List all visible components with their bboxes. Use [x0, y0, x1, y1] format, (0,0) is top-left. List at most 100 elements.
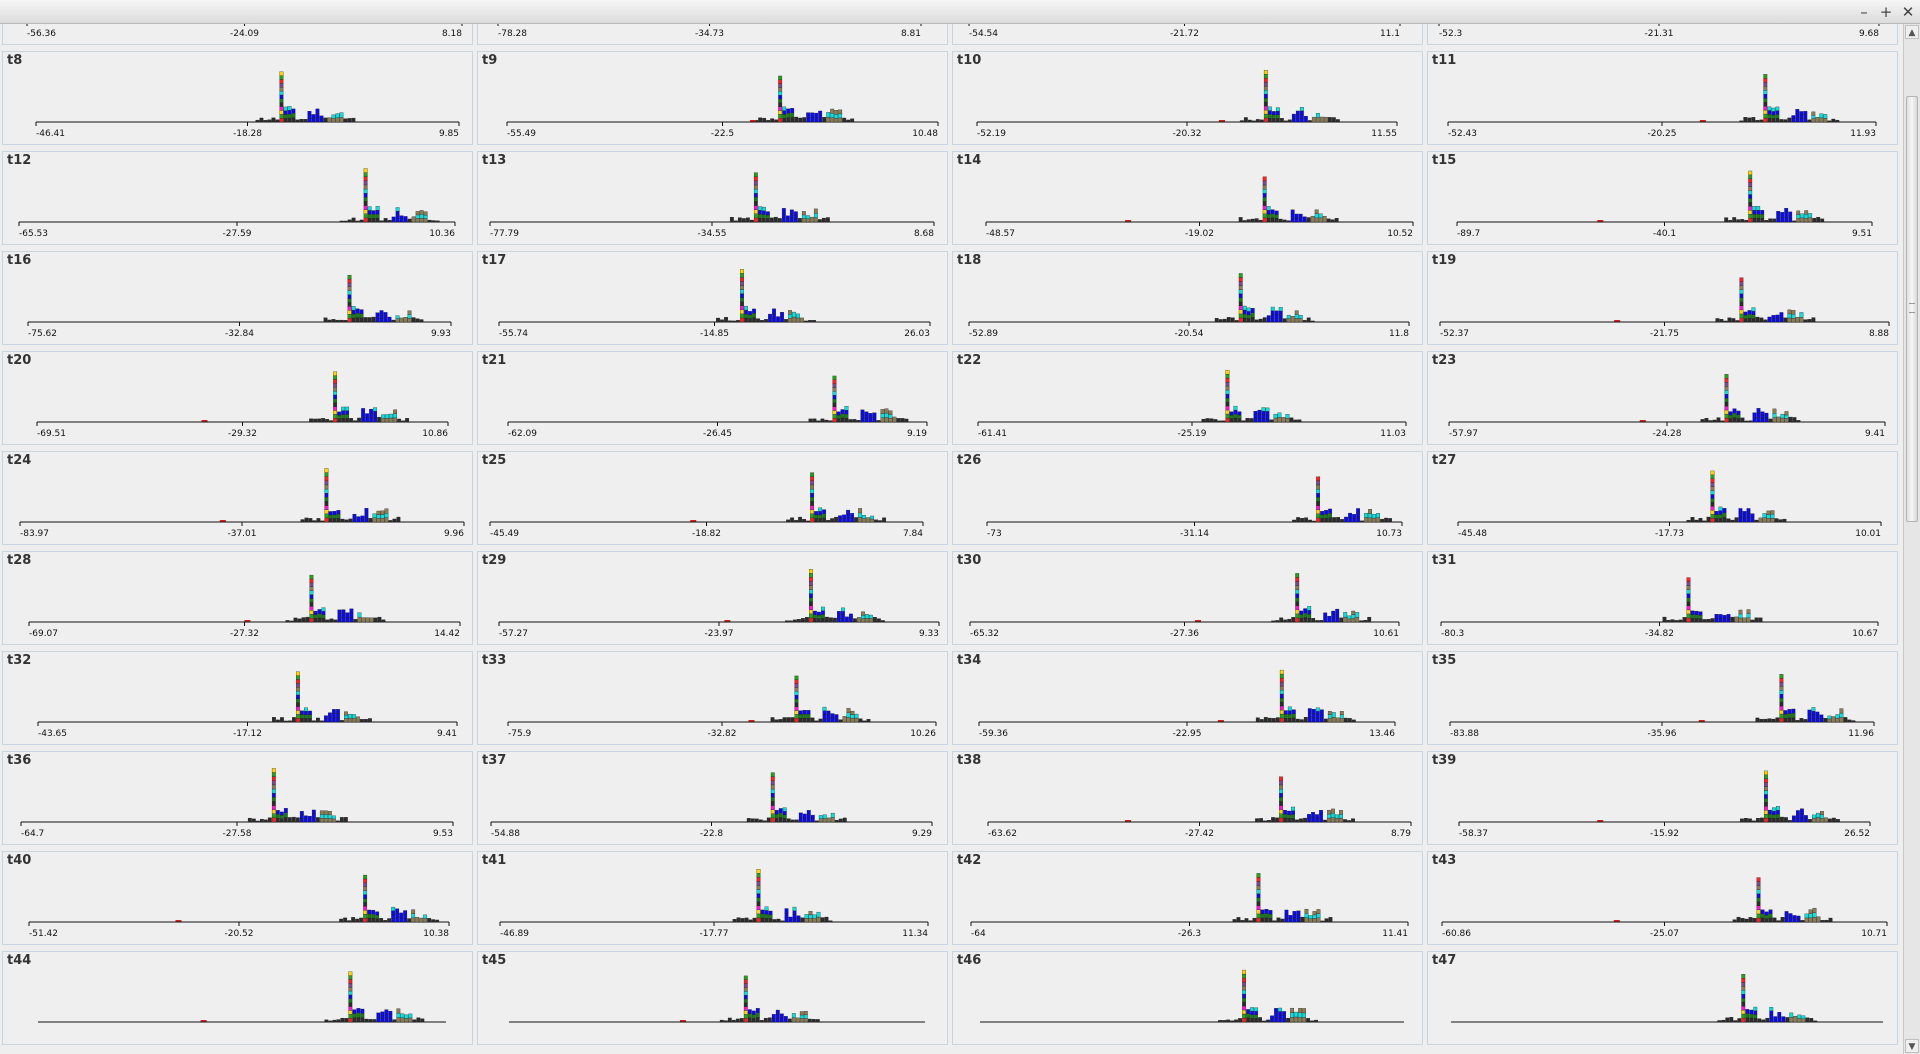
histogram-bar-segment: [1307, 712, 1312, 718]
histogram-bar-segment: [349, 608, 354, 614]
maximize-button[interactable]: +: [1879, 3, 1893, 21]
histogram-bar-segment: [888, 418, 893, 423]
histogram-bars: [746, 772, 847, 823]
histogram-bar-segment: [828, 920, 833, 923]
histogram-bar-segment: [1791, 115, 1796, 119]
histogram-bar-segment: [380, 514, 385, 519]
histogram-bars: [1699, 74, 1840, 123]
scroll-up-button[interactable]: ▲: [1905, 25, 1919, 39]
histogram-bar-segment: [1820, 814, 1824, 819]
histogram-bar-segment: [808, 320, 812, 323]
histogram-bar-segment: [1274, 1008, 1279, 1013]
outlier-bar: [1125, 220, 1132, 222]
histogram-bar-segment: [884, 417, 889, 423]
histogram-bar-segment: [1311, 713, 1316, 718]
histogram-bar-segment: [369, 408, 374, 414]
histogram-bar-segment: [1233, 405, 1238, 411]
histogram-bar-segment: [802, 717, 807, 723]
histogram-bar-segment: [1265, 411, 1270, 416]
histogram-bar-segment: [770, 717, 775, 723]
histogram-bar-segment: [371, 214, 376, 219]
histogram-bar-segment: [279, 102, 284, 107]
histogram-chart: [509, 975, 925, 1023]
histogram-bar-segment: [876, 420, 881, 423]
histogram-bar-segment: [1295, 617, 1300, 623]
histogram-bar-segment: [279, 83, 284, 88]
histogram-bar-segment: [328, 712, 332, 718]
histogram-bar-segment: [768, 914, 773, 919]
histogram-bar-segment: [1319, 713, 1324, 719]
x-tick-label: -52.19: [977, 129, 1006, 139]
histogram-bar-segment: [1748, 198, 1753, 203]
histogram-bar-segment: [1315, 818, 1319, 823]
histogram-bar-segment: [1772, 417, 1777, 423]
histogram-bar-segment: [328, 1020, 333, 1023]
histogram-bar-segment: [764, 906, 769, 911]
histogram-bar-segment: [1783, 714, 1788, 719]
minimize-button[interactable]: –: [1860, 3, 1868, 21]
histogram-bar-segment: [1257, 417, 1262, 423]
histogram-bar-segment: [416, 1017, 421, 1023]
histogram-bar-segment: [814, 820, 819, 823]
histogram-bar-segment: [802, 813, 807, 819]
histogram-bar-segment: [1827, 120, 1832, 123]
histogram-bar-segment: [419, 319, 424, 323]
histogram-bar-segment: [1242, 969, 1247, 975]
histogram-bar-segment: [383, 920, 388, 923]
histogram-bar-segment: [411, 216, 416, 223]
histogram-bar-segment: [336, 517, 341, 523]
histogram-bar-segment: [1772, 218, 1777, 223]
histogram-bar-segment: [780, 311, 784, 318]
histogram-bar-segment: [296, 702, 300, 707]
x-tick-label: -77.79: [490, 229, 519, 239]
histogram-bar-segment: [271, 797, 276, 802]
histogram-bar-segment: [376, 1012, 381, 1018]
panel-title: t44: [7, 953, 32, 968]
histogram-bar-segment: [308, 710, 312, 715]
histogram-bar-segment: [757, 214, 762, 219]
histogram-bar-segment: [1784, 418, 1789, 423]
histogram-bar-segment: [291, 117, 296, 123]
vertical-scrollbar[interactable]: ▲ ▼: [1903, 24, 1920, 1054]
histogram-bar-segment: [363, 894, 368, 899]
histogram-bar-segment: [348, 1002, 353, 1007]
histogram-bar-segment: [778, 106, 783, 111]
histogram-bar-segment: [412, 1019, 417, 1023]
scroll-thumb[interactable]: [1906, 96, 1918, 522]
histogram-bars: [1218, 969, 1319, 1023]
histogram-bar-segment: [1315, 718, 1320, 723]
histogram-bar-segment: [840, 417, 845, 423]
histogram-bar-segment: [1731, 318, 1736, 323]
scroll-down-button[interactable]: ▼: [1905, 1039, 1919, 1053]
histogram-bars: [690, 472, 887, 523]
histogram-bar-segment: [1225, 393, 1230, 399]
panel-title: t37: [482, 753, 507, 768]
histogram-bar-segment: [1291, 717, 1296, 723]
histogram-bar-segment: [367, 206, 372, 211]
histogram-bar-segment: [1718, 618, 1723, 623]
x-tick-label: 9.51: [1852, 229, 1872, 239]
x-tick-label: -55.74: [499, 329, 528, 339]
histogram-bar-segment: [1331, 717, 1336, 723]
histogram-bar-segment: [347, 310, 352, 315]
histogram-chart: -59.36 -22.95 13.46: [978, 669, 1396, 739]
x-tick-label: 9.33: [919, 629, 939, 639]
close-button[interactable]: ✕: [1901, 3, 1915, 21]
histogram-bar-segment: [804, 914, 809, 919]
histogram-bar-segment: [1302, 1012, 1307, 1018]
x-tick-label: 10.71: [1861, 929, 1887, 939]
histogram-bar-segment: [841, 614, 845, 619]
histogram-bar-segment: [275, 810, 280, 815]
histogram-bar-segment: [352, 1013, 357, 1019]
histogram-bar-segment: [1756, 417, 1761, 423]
histogram-bar-segment: [1742, 518, 1747, 523]
histogram-bar-segment: [1262, 188, 1267, 194]
histogram-bar-segment: [423, 914, 428, 919]
histogram-bar-segment: [347, 278, 352, 284]
histogram-bar-segment: [1242, 1001, 1247, 1007]
histogram-bar-segment: [1724, 386, 1729, 391]
histogram-bar-segment: [307, 111, 312, 115]
histogram-bar-segment: [1760, 917, 1765, 923]
histogram-bar-segment: [1723, 320, 1728, 323]
histogram-bar-segment: [323, 818, 328, 823]
